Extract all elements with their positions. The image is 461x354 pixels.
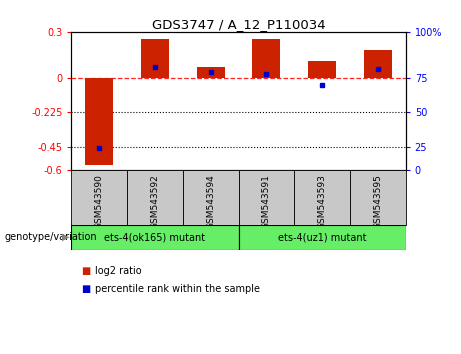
Text: GSM543592: GSM543592 [150, 174, 160, 229]
Text: ▶: ▶ [62, 232, 70, 242]
Bar [71, 170, 127, 225]
Bar [127, 170, 183, 225]
Bar [308, 61, 336, 78]
Bar [197, 67, 225, 78]
Text: GSM543593: GSM543593 [318, 174, 327, 229]
Bar [238, 225, 406, 250]
Text: ■: ■ [81, 284, 90, 293]
Text: GSM543590: GSM543590 [95, 174, 104, 229]
Text: percentile rank within the sample: percentile rank within the sample [95, 284, 260, 293]
Text: genotype/variation: genotype/variation [5, 232, 97, 242]
Text: ets-4(uz1) mutant: ets-4(uz1) mutant [278, 232, 366, 242]
Bar [141, 39, 169, 78]
Bar [350, 170, 406, 225]
Title: GDS3747 / A_12_P110034: GDS3747 / A_12_P110034 [152, 18, 325, 31]
Text: GSM543591: GSM543591 [262, 174, 271, 229]
Text: ets-4(ok165) mutant: ets-4(ok165) mutant [105, 232, 206, 242]
Bar [183, 170, 238, 225]
Bar [238, 170, 294, 225]
Text: GSM543595: GSM543595 [373, 174, 382, 229]
Bar [253, 39, 280, 78]
Text: ■: ■ [81, 266, 90, 276]
Text: log2 ratio: log2 ratio [95, 266, 141, 276]
Text: GSM543594: GSM543594 [206, 174, 215, 229]
Bar [85, 78, 113, 165]
Bar [71, 225, 239, 250]
Bar [294, 170, 350, 225]
Bar [364, 50, 392, 78]
